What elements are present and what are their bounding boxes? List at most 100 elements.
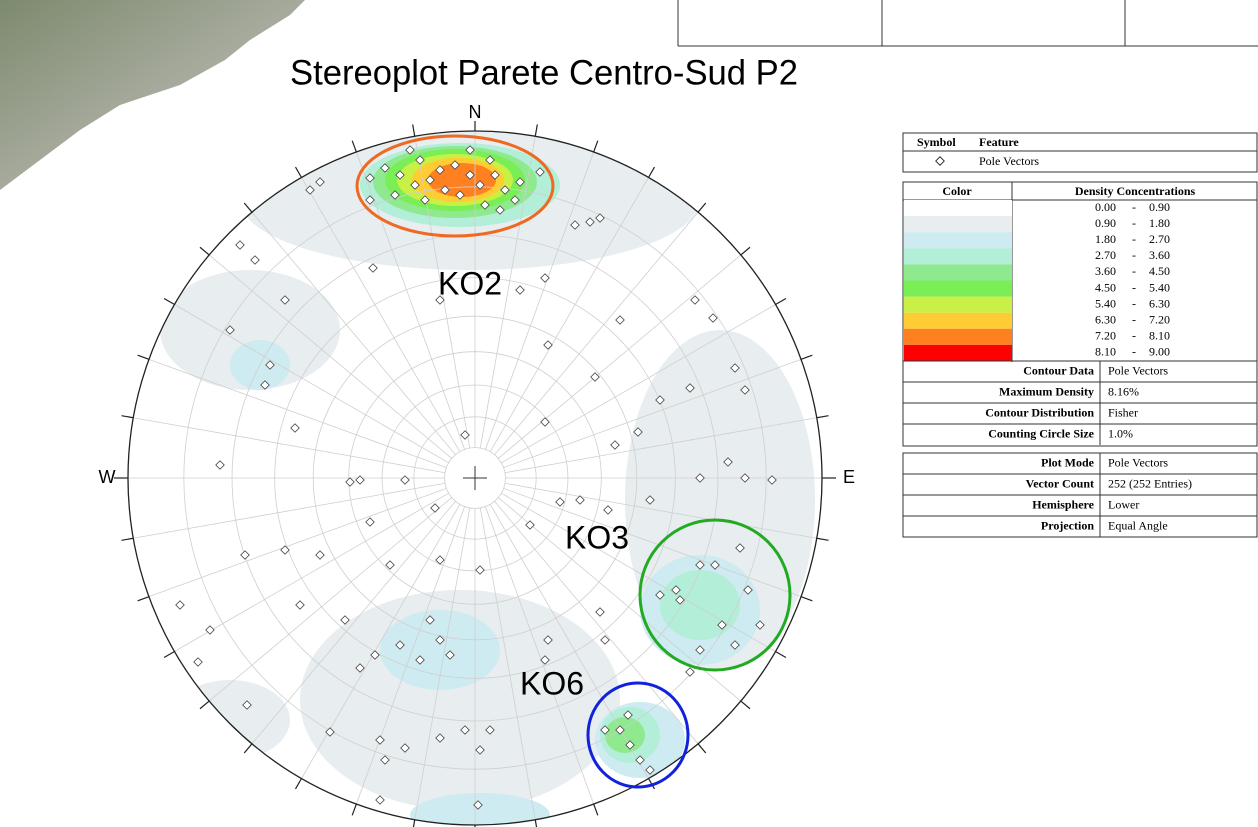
density-swatch: [904, 264, 1012, 280]
density-from: 4.50: [1095, 280, 1116, 294]
density-to: 6.30: [1149, 296, 1170, 310]
density-swatch: [904, 313, 1012, 329]
density-from: 1.80: [1095, 232, 1116, 246]
density-separator: -: [1132, 264, 1136, 278]
property-value: 1.0%: [1108, 426, 1133, 440]
density-to: 8.10: [1149, 329, 1170, 343]
perimeter-tick: [413, 124, 415, 136]
perimeter-tick: [817, 538, 829, 540]
cluster-label: KO3: [565, 519, 629, 555]
legend-header: Color: [942, 184, 972, 198]
perimeter-tick: [801, 597, 812, 601]
density-swatch: [904, 200, 1012, 216]
perimeter-tick: [352, 141, 356, 152]
density-to: 3.60: [1149, 248, 1170, 262]
density-from: 0.90: [1095, 216, 1116, 230]
perimeter-tick: [594, 804, 598, 815]
property-value: 252 (252 Entries): [1108, 476, 1192, 490]
density-to: 4.50: [1149, 264, 1170, 278]
perimeter-tick: [164, 652, 174, 658]
property-name: Contour Data: [1023, 363, 1094, 377]
legend-header: Density Concentrations: [1075, 184, 1196, 198]
density-swatch: [904, 329, 1012, 345]
perimeter-tick: [138, 597, 149, 601]
density-separator: -: [1132, 280, 1136, 294]
perimeter-tick: [817, 416, 829, 418]
density-swatch: [904, 232, 1012, 248]
perimeter-tick: [352, 804, 356, 815]
density-from: 5.40: [1095, 296, 1116, 310]
density-to: 0.90: [1149, 200, 1170, 214]
density-separator: -: [1132, 232, 1136, 246]
top-table-fragment: [678, 0, 1258, 46]
perimeter-tick: [698, 744, 706, 753]
legend-feature: Pole Vectors: [979, 154, 1039, 168]
perimeter-tick: [535, 820, 537, 827]
title: Stereoplot Parete Centro-Sud P2: [290, 53, 798, 92]
property-value: Pole Vectors: [1108, 455, 1168, 469]
perimeter-tick: [296, 779, 302, 789]
perimeter-tick: [244, 744, 252, 753]
photo-fragment: [0, 0, 305, 190]
density-to: 1.80: [1149, 216, 1170, 230]
density-from: 3.60: [1095, 264, 1116, 278]
perimeter-tick: [698, 203, 706, 212]
perimeter-tick: [164, 299, 174, 305]
perimeter-tick: [776, 299, 786, 305]
stereoplot-figure: Stereoplot Parete Centro-Sud P2 N E W KO…: [0, 0, 1258, 827]
perimeter-tick: [244, 203, 252, 212]
perimeter-tick: [121, 416, 133, 418]
density-swatch: [904, 216, 1012, 232]
density-to: 9.00: [1149, 345, 1170, 359]
density-to: 5.40: [1149, 280, 1170, 294]
property-name: Counting Circle Size: [988, 426, 1094, 440]
cluster-label: KO6: [520, 665, 584, 701]
perimeter-tick: [776, 652, 786, 658]
density-from: 7.20: [1095, 329, 1116, 343]
perimeter-tick: [413, 820, 415, 827]
property-value: Lower: [1108, 497, 1139, 511]
property-name: Hemisphere: [1032, 497, 1094, 511]
legend-symbol: [936, 157, 944, 165]
density-separator: -: [1132, 313, 1136, 327]
density-from: 8.10: [1095, 345, 1116, 359]
property-name: Vector Count: [1026, 476, 1094, 490]
density-from: 2.70: [1095, 248, 1116, 262]
perimeter-tick: [535, 124, 537, 136]
perimeter-tick: [138, 355, 149, 359]
property-name: Plot Mode: [1041, 455, 1095, 469]
perimeter-tick: [741, 701, 750, 709]
property-value: Fisher: [1108, 405, 1138, 419]
density-separator: -: [1132, 345, 1136, 359]
density-swatch: [904, 248, 1012, 264]
density-from: 0.00: [1095, 200, 1116, 214]
legend-header: Feature: [979, 135, 1019, 149]
property-value: 8.16%: [1108, 384, 1139, 398]
density-separator: -: [1132, 216, 1136, 230]
density-from: 6.30: [1095, 313, 1116, 327]
perimeter-tick: [121, 538, 133, 540]
perimeter-tick: [649, 167, 655, 177]
legend-header: Symbol: [917, 135, 956, 149]
density-swatch: [904, 345, 1012, 361]
legend: Symbol Feature Pole Vectors Color Densit…: [903, 133, 1257, 537]
perimeter-tick: [594, 141, 598, 152]
north-label: N: [469, 102, 482, 122]
property-value: Equal Angle: [1108, 518, 1168, 532]
density-separator: -: [1132, 248, 1136, 262]
perimeter-tick: [200, 247, 209, 255]
density-swatch: [904, 297, 1012, 313]
density-separator: -: [1132, 200, 1136, 214]
property-value: Pole Vectors: [1108, 363, 1168, 377]
east-label: E: [843, 467, 855, 487]
property-name: Contour Distribution: [985, 405, 1094, 419]
density-separator: -: [1132, 329, 1136, 343]
density-to: 7.20: [1149, 313, 1170, 327]
density-separator: -: [1132, 296, 1136, 310]
perimeter-tick: [741, 247, 750, 255]
perimeter-tick: [296, 167, 302, 177]
density-to: 2.70: [1149, 232, 1170, 246]
density-swatch: [904, 281, 1012, 297]
perimeter-tick: [200, 701, 209, 709]
property-name: Maximum Density: [999, 384, 1094, 398]
